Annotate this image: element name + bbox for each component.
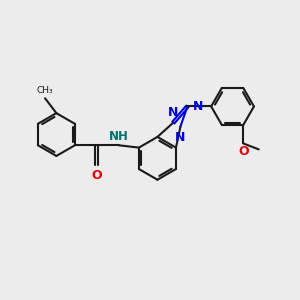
Text: N: N (175, 130, 185, 144)
Text: N: N (192, 100, 203, 113)
Text: O: O (238, 145, 249, 158)
Text: N: N (168, 106, 178, 119)
Text: NH: NH (109, 130, 129, 143)
Text: CH₃: CH₃ (37, 86, 53, 95)
Text: O: O (91, 169, 102, 182)
